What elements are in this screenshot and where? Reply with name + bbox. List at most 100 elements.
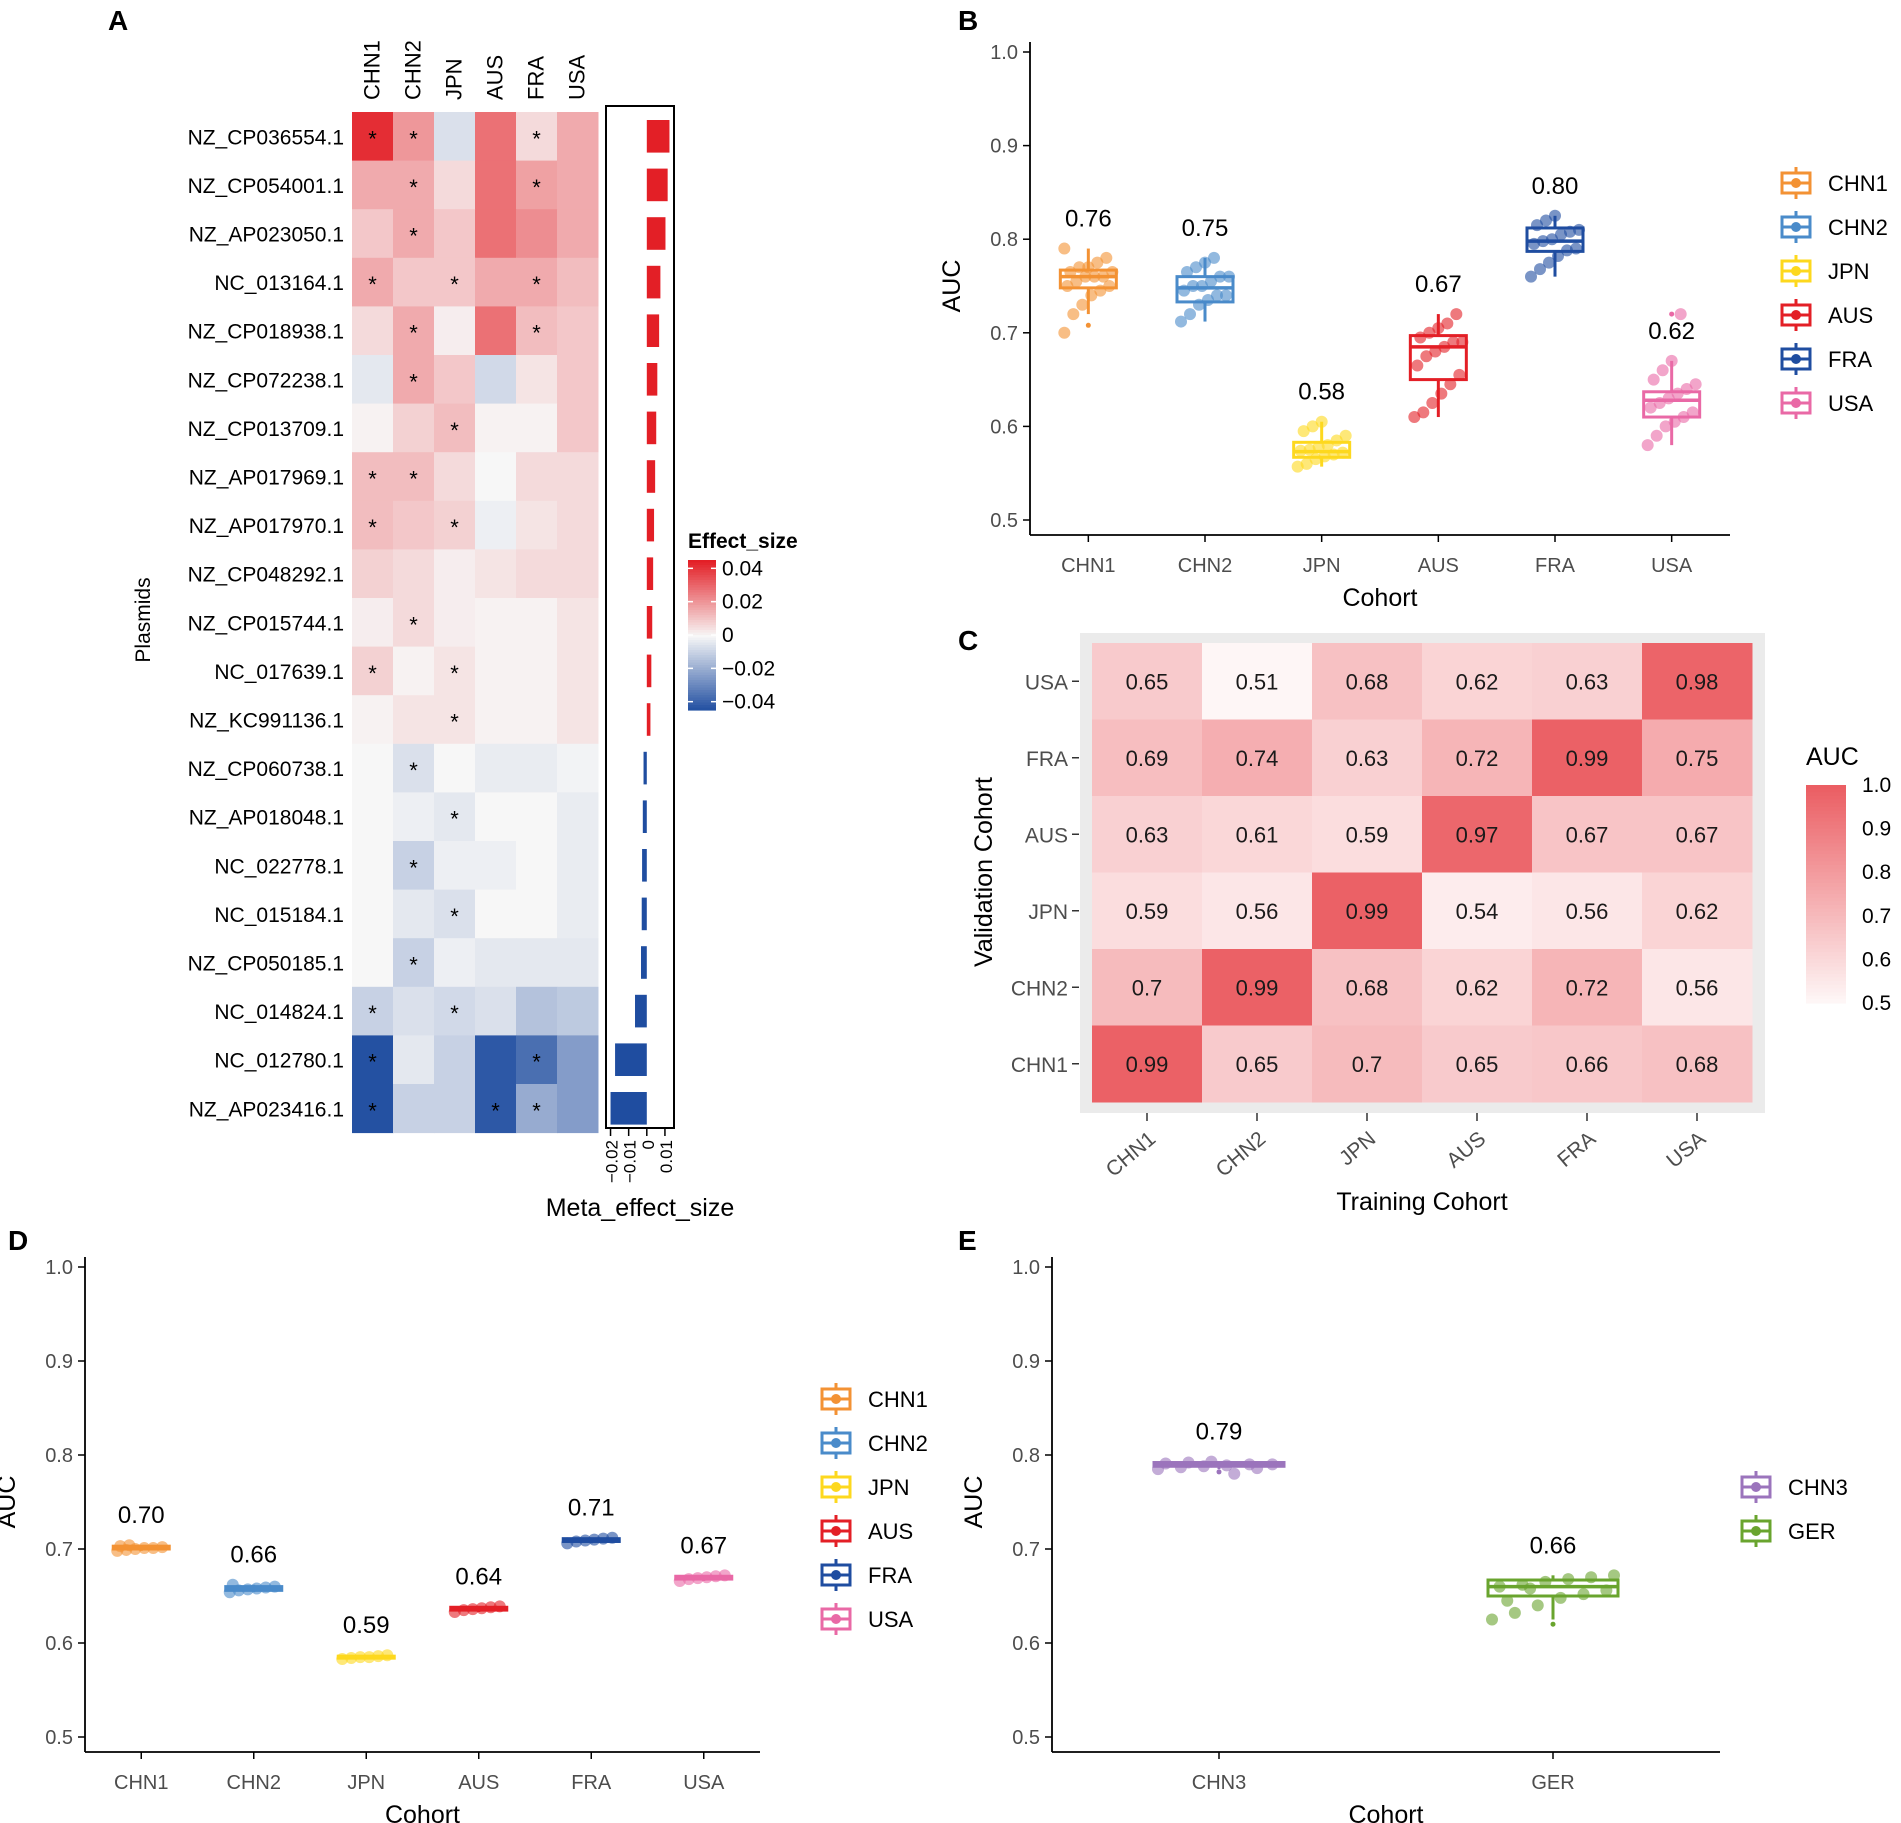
y-axis-title: AUC xyxy=(0,1476,21,1529)
data-point xyxy=(1061,280,1074,292)
heat-cell xyxy=(352,646,394,696)
meta-effect-bar xyxy=(635,994,647,1028)
heat-cell xyxy=(434,1084,476,1134)
row-label: NZ_CP050185.1 xyxy=(188,953,344,976)
legend-gradient-step xyxy=(1806,861,1846,866)
data-point xyxy=(1291,460,1304,473)
data-point xyxy=(709,1570,722,1583)
row-label: NC_014824.1 xyxy=(214,1001,344,1024)
x-tick-label: CHN1 xyxy=(1061,555,1115,577)
significance-star: * xyxy=(450,710,459,735)
heat-cell xyxy=(557,598,599,648)
legend-gradient-step xyxy=(688,617,716,621)
data-point xyxy=(1303,443,1316,456)
heat-cell xyxy=(393,452,435,502)
heat-cell xyxy=(516,209,558,259)
meta-axis-tick-label: −0.02 xyxy=(603,1140,622,1183)
legend-label-chn1: CHN1 xyxy=(1828,171,1888,196)
data-point xyxy=(1650,429,1663,442)
legend-gradient-step xyxy=(688,682,716,686)
heat-cell xyxy=(1202,796,1313,873)
panel-a-effect-heatmap: CHN1 CHN2 JPN AUS FRA USA NZ_CP036554.1 * * * NZ_C… xyxy=(132,40,798,1222)
heat-cell xyxy=(393,598,435,648)
heat-cell xyxy=(557,500,599,550)
legend-key-dot xyxy=(1751,1482,1761,1492)
significance-star: * xyxy=(368,1050,377,1075)
data-point xyxy=(1097,270,1110,283)
legend-gradient-step xyxy=(1806,948,1846,953)
data-point xyxy=(1067,308,1080,321)
heat-cell xyxy=(1312,949,1423,1026)
legend-gradient-step xyxy=(1806,923,1846,928)
y-tick-label: CHN2 xyxy=(1011,977,1068,1000)
cell-value: 0.67 xyxy=(1566,822,1609,847)
heat-cell xyxy=(516,792,558,842)
data-point xyxy=(1562,1573,1575,1586)
legend-tick-label: 0.8 xyxy=(1862,861,1891,884)
legend-gradient-step xyxy=(1806,854,1846,859)
heat-cell xyxy=(393,1084,435,1134)
heat-cell xyxy=(434,792,476,842)
heat-cell xyxy=(1532,719,1643,797)
data-point xyxy=(1091,256,1104,269)
y-tick-label: 0.8 xyxy=(990,229,1018,251)
heat-cell xyxy=(557,1035,599,1085)
data-point xyxy=(1073,261,1086,274)
legend-gradient-step xyxy=(1806,872,1846,877)
heat-cell xyxy=(557,112,599,162)
data-point xyxy=(250,1582,263,1595)
heat-cell xyxy=(393,306,435,356)
heat-cell xyxy=(393,549,435,599)
legend-gradient-step xyxy=(1806,850,1846,855)
data-point xyxy=(1106,265,1119,278)
x-tick-label: CHN2 xyxy=(1212,1127,1271,1181)
heat-cell xyxy=(1642,643,1753,720)
row-label: NC_012780.1 xyxy=(214,1050,344,1073)
heat-cell xyxy=(1532,643,1643,720)
heat-cell xyxy=(352,598,394,648)
auc-label-fra: 0.71 xyxy=(568,1495,615,1522)
legend-label-aus: AUS xyxy=(1828,303,1873,328)
heat-cell xyxy=(1532,949,1643,1026)
row-label: NZ_CP013709.1 xyxy=(188,418,344,441)
data-point xyxy=(1561,244,1573,257)
data-point xyxy=(1689,378,1702,391)
data-point xyxy=(1493,1580,1506,1593)
cell-value: 0.99 xyxy=(1236,975,1279,1000)
significance-star: * xyxy=(409,224,418,249)
legend-key-dot xyxy=(1791,178,1801,188)
heat-cell xyxy=(1422,643,1533,720)
legend-gradient-step xyxy=(688,630,716,634)
heat-cell xyxy=(352,1084,394,1134)
legend-gradient-step xyxy=(688,655,716,659)
legend-gradient-step xyxy=(1806,941,1846,946)
legend-gradient-step xyxy=(1806,915,1846,921)
legend-key-dot xyxy=(1791,266,1801,276)
heat-cell xyxy=(352,1035,394,1085)
legend-gradient-step xyxy=(688,602,716,606)
heat-cell xyxy=(352,112,394,162)
heat-cell xyxy=(1202,872,1313,950)
heat-cell xyxy=(434,598,476,648)
data-point xyxy=(1306,420,1319,433)
significance-star: * xyxy=(450,1001,459,1026)
heat-cell xyxy=(434,695,476,745)
data-point xyxy=(1450,308,1463,321)
data-point xyxy=(1647,373,1660,386)
row-label: NZ_CP048292.1 xyxy=(188,564,344,587)
cell-value: 0.68 xyxy=(1346,669,1389,694)
legend-gradient-step xyxy=(1806,785,1846,790)
legend-label-chn2: CHN2 xyxy=(1828,215,1888,240)
x-tick-label: AUS xyxy=(1442,1127,1490,1172)
legend-gradient-step xyxy=(688,660,716,664)
data-point xyxy=(1202,294,1214,307)
legend-gradient-step xyxy=(1806,981,1846,986)
x-tick-label: FRA xyxy=(1535,555,1576,577)
data-point xyxy=(363,1651,376,1664)
significance-star: * xyxy=(368,272,377,297)
significance-star: * xyxy=(409,855,418,880)
x-tick-label: CHN2 xyxy=(1178,555,1232,577)
significance-star: * xyxy=(450,272,459,297)
heat-cell xyxy=(475,646,517,696)
heat-cell xyxy=(393,112,435,162)
